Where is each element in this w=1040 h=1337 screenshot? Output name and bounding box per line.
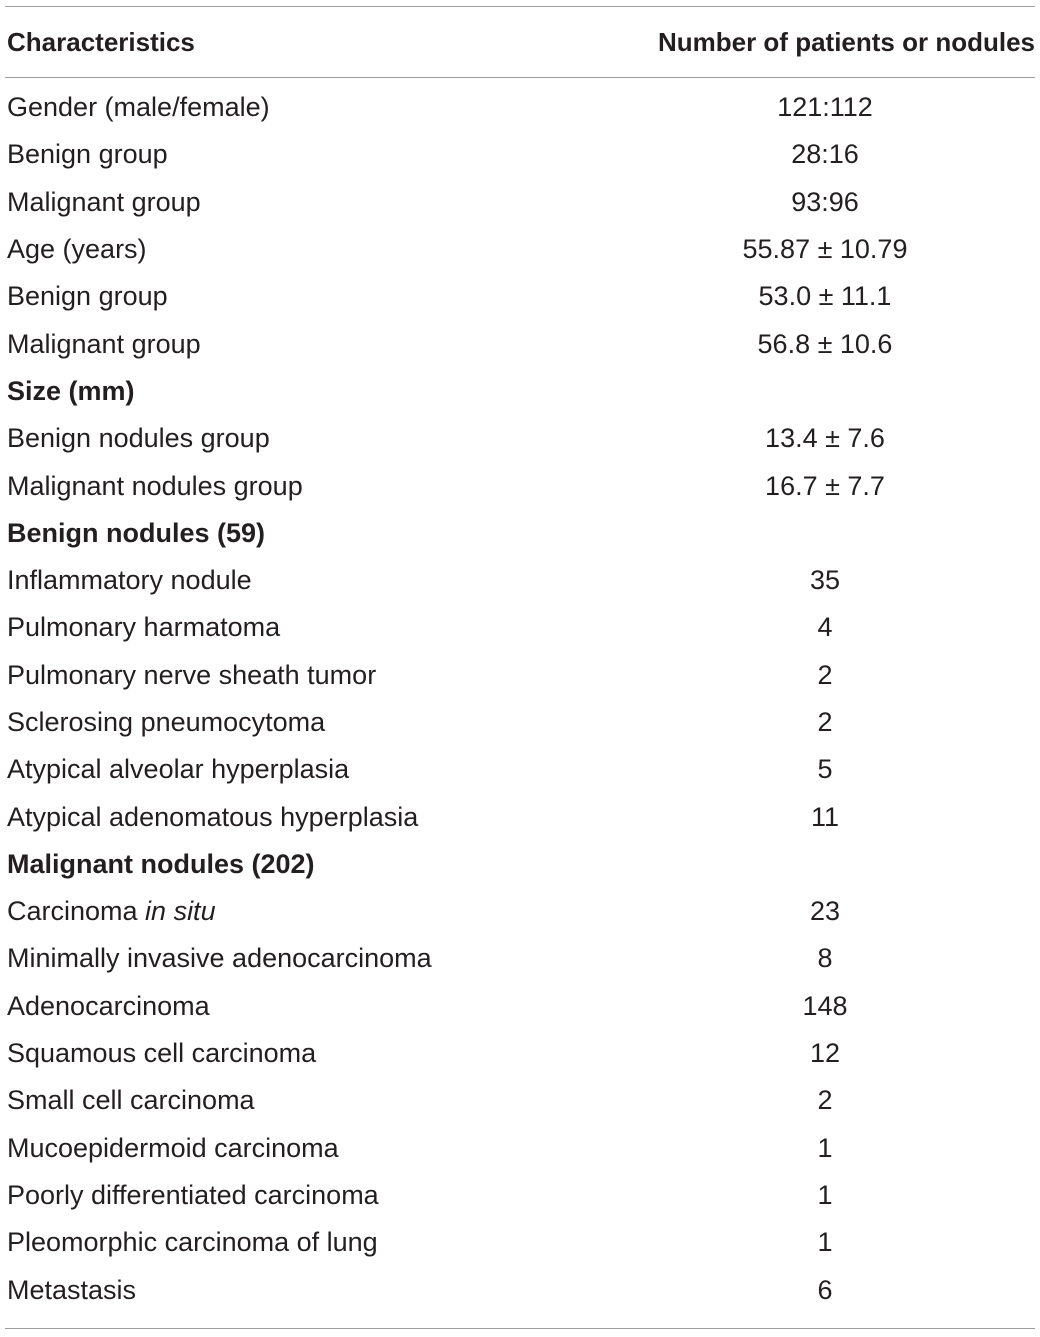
row-label: Malignant group (7, 186, 201, 217)
row-value: 16.7 ± 7.7 (765, 470, 885, 501)
row-label: Atypical alveolar hyperplasia (7, 754, 350, 785)
row-value: 53.0 ± 11.1 (758, 281, 892, 312)
row-label: Pleomorphic carcinoma of lung (7, 1227, 378, 1258)
header-number: Number of patients or nodules (657, 26, 1035, 57)
table-body: Gender (male/female) 121:112 Benign grou… (5, 78, 1035, 1328)
top-rule (5, 6, 1035, 7)
row-value: 13.4 ± 7.6 (765, 423, 885, 454)
row-label: Squamous cell carcinoma (7, 1038, 317, 1069)
table-row: Poorly differentiated carcinoma 1 (5, 1172, 1035, 1219)
row-value: 2 (817, 659, 833, 690)
row-value: 11 (810, 801, 840, 832)
row-value: 12 (809, 1038, 841, 1069)
section-label: Malignant nodules (202) (7, 848, 315, 879)
row-label-prefix: Carcinoma (7, 896, 146, 927)
section-row-malignant: Malignant nodules (202) (5, 841, 1035, 888)
characteristics-table: Characteristics Number of patients or no… (5, 6, 1035, 1329)
row-label: Benign group (7, 139, 168, 170)
row-value: 2 (817, 707, 833, 737)
row-value: 121:112 (777, 92, 873, 123)
row-value: 1 (817, 1179, 833, 1210)
table-row: Mucoepidermoid carcinoma 1 (5, 1125, 1035, 1172)
row-value: 5 (817, 754, 833, 785)
row-value: 2 (817, 1085, 833, 1116)
table-row: Age (years) 55.87 ± 10.79 (5, 226, 1035, 273)
row-value: 93:96 (791, 186, 859, 217)
header-rule (5, 77, 1035, 78)
table-row: Sclerosing pneumocytoma 2 (5, 699, 1035, 746)
table-row: Benign nodules group 13.4 ± 7.6 (5, 415, 1035, 462)
row-label: Benign group (7, 281, 168, 312)
row-value: 28:16 (791, 139, 859, 170)
table-row: Small cell carcinoma 2 (5, 1077, 1035, 1124)
section-row-benign: Benign nodules (59) (5, 510, 1035, 557)
table-header: Characteristics Number of patients or no… (5, 7, 1035, 77)
row-label: Metastasis (7, 1274, 137, 1305)
table-row: Pulmonary nerve sheath tumor 2 (5, 652, 1035, 699)
row-label: Carcinoma in situ (5, 896, 615, 927)
row-label: Inflammatory nodule (7, 565, 252, 596)
row-value: 1 (817, 1132, 833, 1163)
table-row: Inflammatory nodule 35 (5, 557, 1035, 604)
table-row: Malignant group 93:96 (5, 179, 1035, 226)
row-value: 8 (817, 943, 833, 974)
row-value: 35 (809, 565, 841, 596)
row-label: Poorly differentiated carcinoma (7, 1179, 379, 1210)
table-row: Gender (male/female) 121:112 (5, 84, 1035, 131)
row-value: 23 (809, 896, 841, 927)
row-label: Sclerosing pneumocytoma (7, 707, 326, 737)
row-label: Malignant group (7, 328, 201, 359)
row-label: Atypical adenomatous hyperplasia (7, 801, 419, 832)
table-row: Benign group 53.0 ± 11.1 (5, 273, 1035, 320)
table-row: Carcinoma in situ 23 (5, 888, 1035, 935)
section-row-size: Size (mm) (5, 368, 1035, 415)
section-label: Benign nodules (59) (7, 517, 266, 548)
section-label: Size (mm) (7, 375, 135, 406)
table-row: Adenocarcinoma 148 (5, 983, 1035, 1030)
row-label: Mucoepidermoid carcinoma (7, 1132, 339, 1163)
row-value: 1 (817, 1227, 833, 1258)
row-label: Gender (male/female) (7, 92, 270, 123)
row-label: Benign nodules group (7, 423, 270, 454)
row-label: Age (years) (7, 234, 147, 265)
row-value: 56.8 ± 10.6 (757, 328, 893, 359)
header-characteristics: Characteristics (7, 26, 195, 57)
row-label: Pulmonary harmatoma (7, 612, 281, 643)
row-label: Adenocarcinoma (7, 990, 210, 1021)
table-row: Minimally invasive adenocarcinoma 8 (5, 935, 1035, 982)
row-label: Malignant nodules group (7, 470, 303, 501)
table-row: Atypical alveolar hyperplasia 5 (5, 746, 1035, 793)
row-value: 4 (817, 612, 833, 643)
table-row: Squamous cell carcinoma 12 (5, 1030, 1035, 1077)
table-row: Malignant nodules group 16.7 ± 7.7 (5, 462, 1035, 509)
bottom-rule (5, 1327, 1035, 1329)
row-value: 55.87 ± 10.79 (742, 234, 908, 265)
row-value: 148 (802, 990, 848, 1021)
table-row: Pleomorphic carcinoma of lung 1 (5, 1219, 1035, 1266)
table-row: Malignant group 56.8 ± 10.6 (5, 320, 1035, 367)
row-label: Pulmonary nerve sheath tumor (7, 659, 377, 690)
row-value: 6 (817, 1274, 833, 1305)
table-row: Pulmonary harmatoma 4 (5, 604, 1035, 651)
row-label-italic: in situ (145, 896, 216, 927)
row-label: Small cell carcinoma (7, 1085, 255, 1116)
table-row: Atypical adenomatous hyperplasia 11 (5, 793, 1035, 840)
table-row: Metastasis 6 (5, 1266, 1035, 1313)
table-row: Benign group 28:16 (5, 131, 1035, 178)
row-label: Minimally invasive adenocarcinoma (7, 943, 432, 974)
